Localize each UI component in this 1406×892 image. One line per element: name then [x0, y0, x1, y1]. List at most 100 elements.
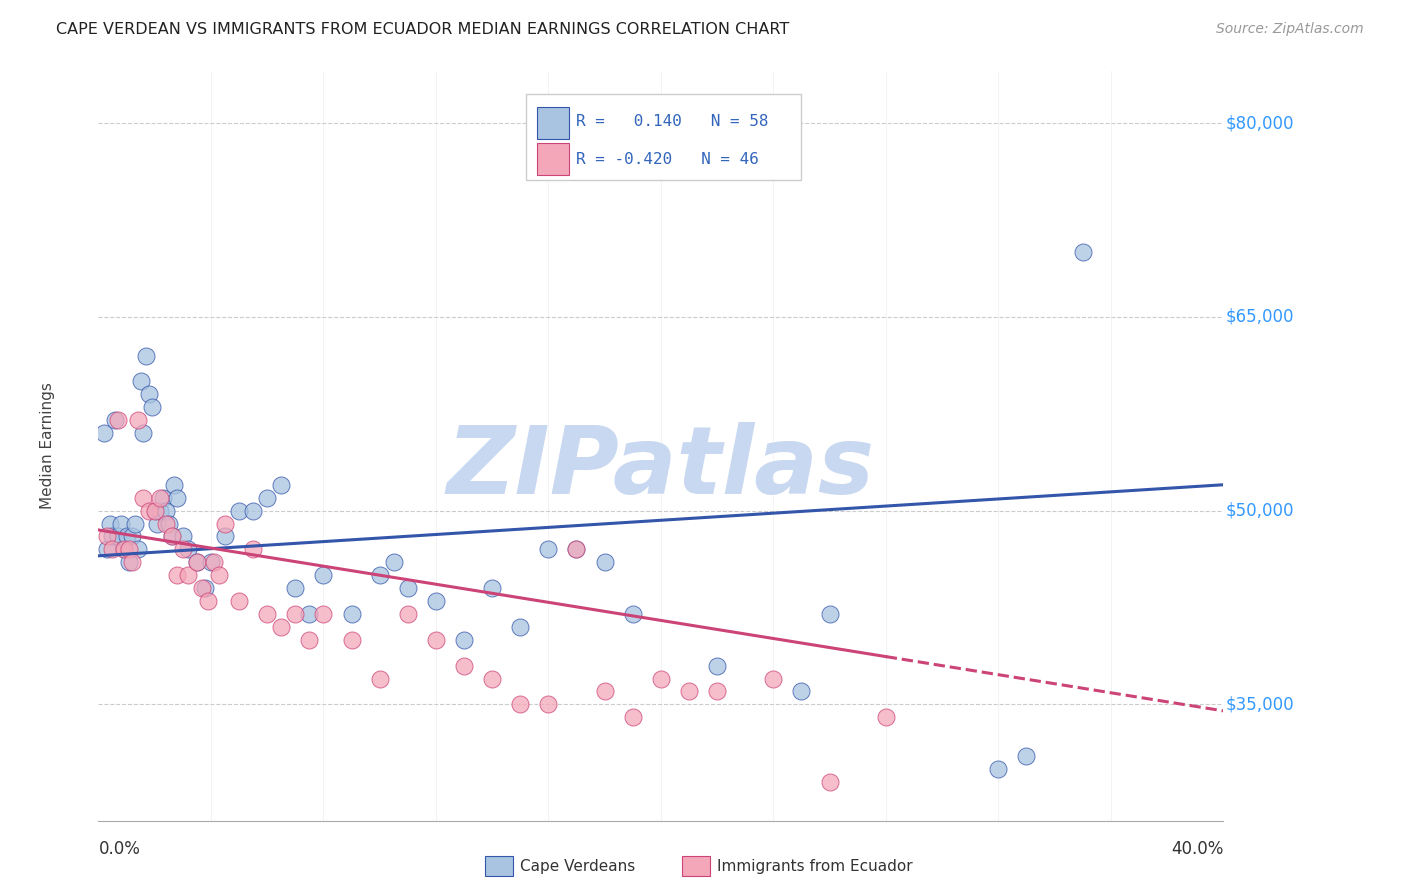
- Point: [202, 555, 225, 569]
- Point: [118, 555, 141, 569]
- Point: [104, 413, 127, 427]
- Point: [256, 607, 278, 621]
- Point: [382, 555, 405, 569]
- Point: [107, 413, 129, 427]
- Point: [107, 529, 129, 543]
- Bar: [537, 144, 568, 175]
- Text: Source: ZipAtlas.com: Source: ZipAtlas.com: [1216, 22, 1364, 37]
- Point: [157, 516, 180, 531]
- Point: [129, 375, 152, 389]
- Point: [312, 607, 335, 621]
- Point: [453, 658, 475, 673]
- Point: [101, 542, 124, 557]
- Point: [214, 516, 236, 531]
- Point: [160, 529, 183, 543]
- Point: [481, 672, 503, 686]
- Point: [166, 568, 188, 582]
- Point: [1071, 245, 1094, 260]
- Point: [425, 632, 447, 647]
- Point: [762, 672, 785, 686]
- Point: [112, 542, 135, 557]
- Point: [453, 632, 475, 647]
- Point: [121, 555, 143, 569]
- Point: [256, 491, 278, 505]
- Point: [186, 555, 208, 569]
- Text: 40.0%: 40.0%: [1171, 840, 1223, 858]
- Text: 0.0%: 0.0%: [98, 840, 141, 858]
- Point: [93, 426, 115, 441]
- Point: [118, 542, 141, 557]
- Text: Immigrants from Ecuador: Immigrants from Ecuador: [717, 859, 912, 873]
- Point: [98, 516, 121, 531]
- Text: ZIPatlas: ZIPatlas: [447, 423, 875, 515]
- Point: [132, 426, 155, 441]
- Point: [818, 775, 841, 789]
- Point: [284, 581, 307, 595]
- Point: [284, 607, 307, 621]
- Point: [177, 568, 200, 582]
- Point: [565, 542, 588, 557]
- Point: [509, 620, 531, 634]
- Point: [790, 684, 813, 698]
- Point: [96, 542, 118, 557]
- Point: [298, 632, 321, 647]
- Point: [127, 542, 149, 557]
- Point: [706, 684, 728, 698]
- Text: $80,000: $80,000: [1226, 114, 1294, 132]
- Point: [987, 762, 1010, 776]
- Point: [152, 491, 174, 505]
- Point: [214, 529, 236, 543]
- FancyBboxPatch shape: [526, 94, 801, 180]
- Point: [132, 491, 155, 505]
- Point: [298, 607, 321, 621]
- Point: [270, 477, 292, 491]
- Point: [481, 581, 503, 595]
- Bar: [537, 107, 568, 139]
- Point: [312, 568, 335, 582]
- Point: [242, 503, 264, 517]
- Point: [138, 503, 160, 517]
- Point: [593, 684, 616, 698]
- Point: [565, 542, 588, 557]
- Point: [149, 491, 172, 505]
- Text: $50,000: $50,000: [1226, 501, 1294, 520]
- Point: [138, 387, 160, 401]
- Point: [368, 568, 391, 582]
- Point: [340, 632, 363, 647]
- Text: R =   0.140   N = 58: R = 0.140 N = 58: [576, 114, 769, 129]
- Point: [396, 607, 419, 621]
- Point: [368, 672, 391, 686]
- Point: [706, 658, 728, 673]
- Point: [96, 529, 118, 543]
- Point: [818, 607, 841, 621]
- Point: [340, 607, 363, 621]
- Point: [135, 349, 157, 363]
- Point: [228, 594, 250, 608]
- Point: [163, 477, 186, 491]
- Point: [593, 555, 616, 569]
- Point: [146, 516, 169, 531]
- Point: [141, 401, 163, 415]
- Point: [1015, 749, 1038, 764]
- Point: [115, 529, 138, 543]
- Point: [194, 581, 217, 595]
- Point: [875, 710, 897, 724]
- Point: [155, 516, 177, 531]
- Point: [197, 594, 219, 608]
- Text: $65,000: $65,000: [1226, 308, 1294, 326]
- Text: $35,000: $35,000: [1226, 696, 1294, 714]
- Point: [186, 555, 208, 569]
- Point: [650, 672, 672, 686]
- Point: [191, 581, 214, 595]
- Point: [208, 568, 231, 582]
- Point: [537, 698, 560, 712]
- Point: [228, 503, 250, 517]
- Point: [621, 710, 644, 724]
- Text: Cape Verdeans: Cape Verdeans: [520, 859, 636, 873]
- Point: [270, 620, 292, 634]
- Point: [200, 555, 222, 569]
- Point: [155, 503, 177, 517]
- Point: [160, 529, 183, 543]
- Point: [124, 516, 146, 531]
- Point: [166, 491, 188, 505]
